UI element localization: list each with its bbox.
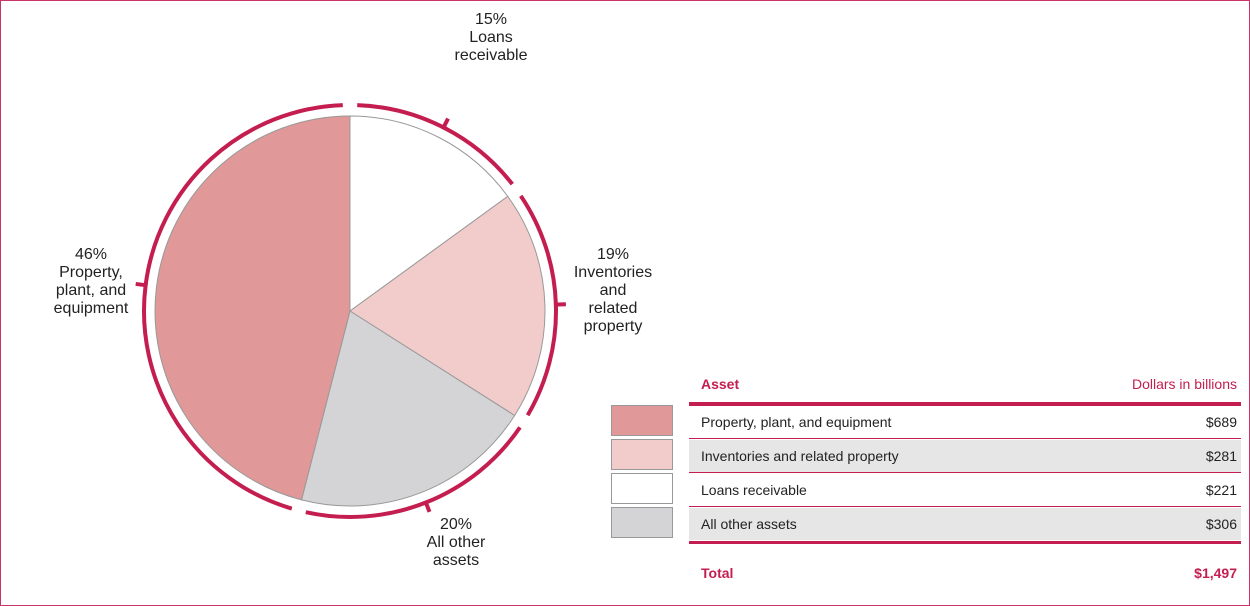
slice-value-label: 15% [474, 11, 508, 28]
slice-category: All other assets [426, 534, 486, 569]
legend-swatch [611, 405, 673, 436]
table-header: Asset Dollars in billions [689, 368, 1241, 400]
cell: $221 [1205, 482, 1237, 498]
table-row: All other assets $306 [689, 508, 1241, 540]
cell: $689 [1205, 414, 1237, 430]
legend-swatch [611, 439, 673, 470]
rule [689, 402, 1241, 406]
total-cell: $1,497 [1194, 565, 1237, 581]
legend-swatch [611, 507, 673, 538]
legend-swatch [611, 473, 673, 504]
slice-label: 20% All other assets [386, 516, 526, 570]
slice-value-label: 20% [439, 516, 473, 533]
cell: $281 [1205, 448, 1237, 464]
cell: $306 [1205, 516, 1237, 532]
header-cell: Asset [701, 376, 740, 392]
pie-slice [349, 195, 546, 417]
label-tick [135, 281, 148, 288]
pie-slice [300, 310, 516, 507]
slice-category: Inventories and related property [573, 264, 653, 335]
slice-value-label: 19% [596, 246, 630, 263]
pie-slice [349, 115, 509, 312]
rule [689, 438, 1241, 439]
rule [689, 472, 1241, 473]
header-cell: Dollars in billions [1131, 376, 1237, 392]
cell: Loans receivable [701, 482, 807, 498]
table-row: Inventories and related property $281 [689, 440, 1241, 472]
table-row: Loans receivable $221 [689, 474, 1241, 506]
label-tick [440, 117, 450, 131]
slice-label: 19% Inventories and related property [543, 246, 683, 336]
table-total: Total $1,497 [689, 557, 1241, 589]
slice-label: 46% Property, plant, and equipment [21, 246, 161, 318]
slice-category: Property, plant, and equipment [53, 264, 129, 317]
pie-slice [154, 115, 351, 501]
slice-label: 15% Loans receivable [421, 11, 561, 65]
label-tick [423, 499, 432, 513]
slice-value-label: 46% [74, 246, 108, 263]
cell: Property, plant, and equipment [701, 414, 892, 430]
total-cell: Total [701, 565, 734, 581]
table-row: Property, plant, and equipment $689 [689, 406, 1241, 438]
rule [689, 506, 1241, 507]
cell: All other assets [701, 516, 797, 532]
cell: Inventories and related property [701, 448, 899, 464]
rule [689, 541, 1241, 544]
slice-category: Loans receivable [454, 29, 528, 64]
